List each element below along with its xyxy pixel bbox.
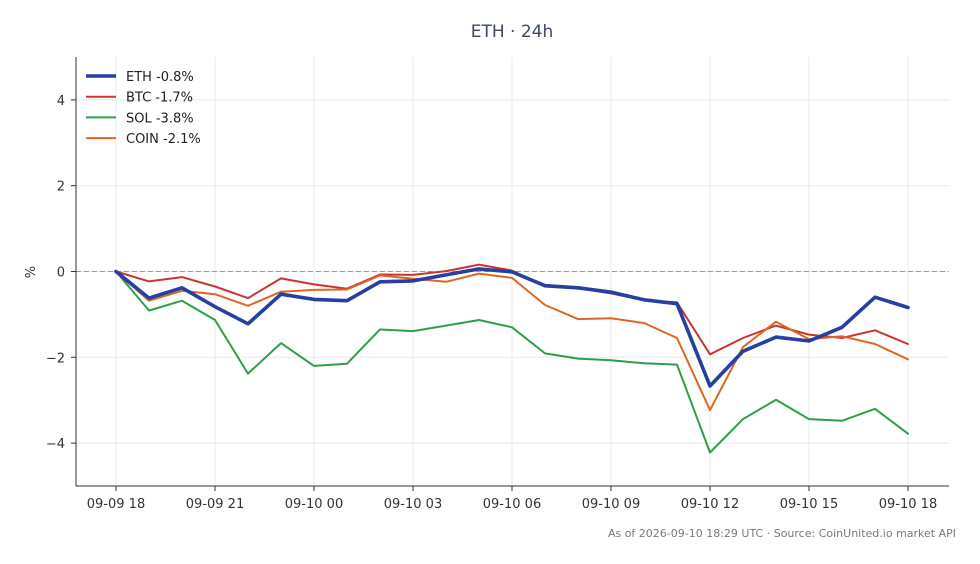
legend-label: BTC -1.7% [126, 91, 193, 106]
y-tick-label: −4 [46, 437, 65, 452]
x-tick-label: 09-10 09 [582, 497, 640, 512]
series-line [114, 267, 910, 388]
chart-title: ETH · 24h [471, 22, 554, 42]
x-tick-label: 09-10 00 [285, 497, 343, 512]
x-tick-label: 09-10 06 [483, 497, 541, 512]
legend-label: SOL -3.8% [126, 111, 194, 126]
series-lines [114, 263, 910, 454]
x-tick-label: 09-10 12 [681, 497, 739, 512]
y-tick-label: 0 [57, 266, 65, 281]
x-tick-label: 09-09 21 [186, 497, 244, 512]
footer-source: As of 2026-09-10 18:29 UTC · Source: Coi… [608, 527, 956, 540]
legend-label: COIN -2.1% [126, 132, 201, 147]
y-axis-label: % [24, 266, 39, 278]
y-tick-label: 2 [57, 180, 65, 195]
x-tick-label: 09-10 15 [780, 497, 838, 512]
series-line [115, 270, 909, 412]
y-tick-label: 4 [57, 94, 65, 109]
series-line [115, 270, 909, 454]
x-ticks: 09-09 18 09-09 21 09-10 00 09-10 03 09-10 06… [87, 486, 937, 512]
grid [76, 57, 949, 486]
x-tick-label: 09-10 18 [879, 497, 937, 512]
y-ticks: 4 2 0 −2 −4 [46, 94, 76, 452]
legend: ETH -0.8% BTC -1.7% SOL -3.8% COIN -2.1% [86, 70, 201, 147]
x-tick-label: 09-09 18 [87, 497, 145, 512]
y-tick-label: −2 [46, 351, 65, 366]
x-tick-label: 09-10 03 [384, 497, 442, 512]
legend-label: ETH -0.8% [126, 70, 194, 85]
